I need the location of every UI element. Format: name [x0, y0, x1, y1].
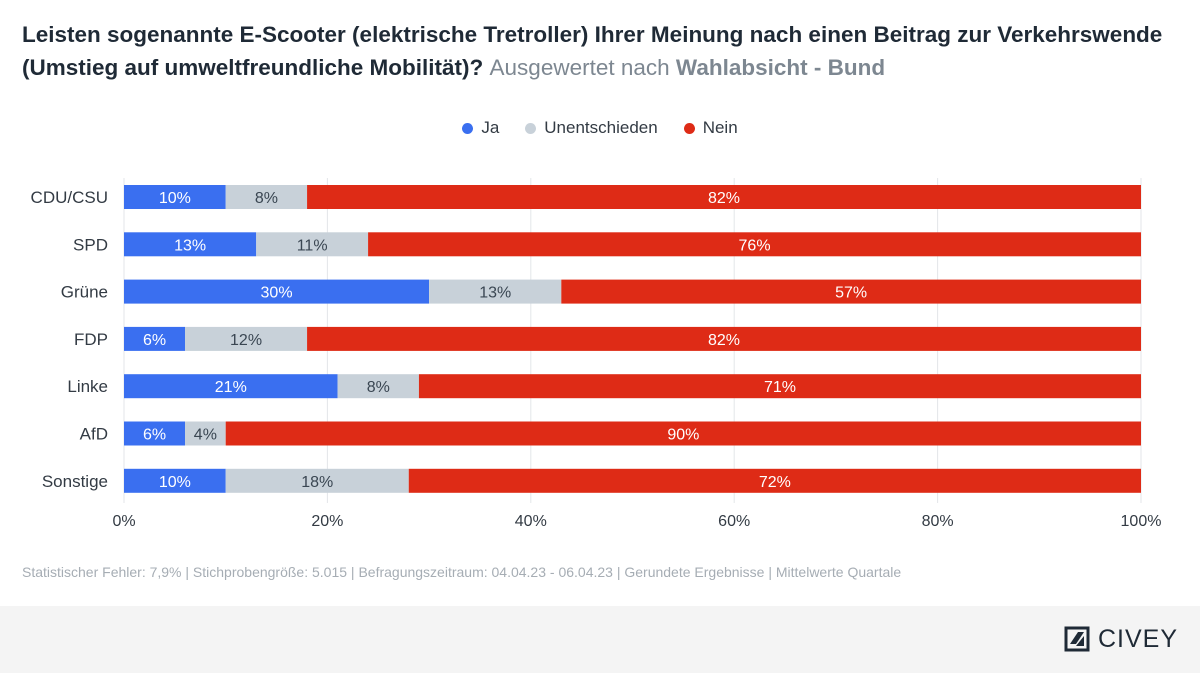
- legend-item-unentschieden[interactable]: Unentschieden: [525, 118, 658, 138]
- bar-nein-2: [561, 279, 1141, 304]
- footnote: Statistischer Fehler: 7,9% | Stichproben…: [22, 564, 902, 580]
- data-label: 11%: [297, 237, 328, 254]
- category-label: AfD: [80, 425, 108, 444]
- bar-nein-3: [307, 326, 1141, 351]
- x-tick-label: 60%: [718, 513, 750, 530]
- data-label: 57%: [835, 285, 867, 302]
- bar-unentschieden-5: [185, 421, 226, 446]
- legend-label-ja: Ja: [481, 118, 500, 137]
- data-label: 6%: [143, 427, 166, 444]
- legend-item-ja[interactable]: Ja: [462, 118, 499, 138]
- data-label: 13%: [479, 285, 511, 302]
- x-tick-label: 0%: [112, 513, 135, 530]
- legend-dot-nein: [683, 122, 695, 134]
- data-label: 8%: [255, 190, 278, 207]
- data-label: 13%: [174, 237, 206, 254]
- bar-nein-0: [307, 185, 1141, 209]
- data-label: 8%: [367, 379, 390, 396]
- data-label: 82%: [708, 190, 740, 207]
- data-label: 21%: [215, 379, 247, 396]
- bar-nein-4: [418, 374, 1141, 399]
- bar-nein-5: [225, 421, 1141, 446]
- legend-item-nein[interactable]: Nein: [683, 118, 738, 138]
- bar-unentschieden-2: [429, 279, 562, 304]
- legend-dot-ja: [462, 122, 474, 134]
- data-label: 10%: [159, 474, 191, 491]
- subtitle-bold: Wahlabsicht - Bund: [675, 55, 886, 80]
- legend-label-unentschieden: Unentschieden: [544, 118, 658, 137]
- bar-ja-0: [124, 185, 226, 209]
- legend: Ja Unentschieden Nein: [0, 118, 1200, 138]
- bar-ja-2: [124, 279, 430, 304]
- data-label: 72%: [759, 474, 791, 491]
- category-label: CDU/CSU: [31, 188, 108, 207]
- title-subtitle: Ausgewertet nach Wahlabsicht - Bund: [490, 55, 886, 80]
- bar-unentschieden-1: [256, 232, 369, 257]
- title-main: Leisten sogenannte E-Scooter (elektrisch…: [22, 22, 1163, 80]
- category-label: Grüne: [61, 283, 108, 302]
- data-label: 71%: [764, 379, 796, 396]
- bar-ja-6: [124, 468, 226, 493]
- category-label: Sonstige: [42, 472, 108, 491]
- brand-name: CIVEY: [1097, 624, 1178, 653]
- category-label: SPD: [73, 235, 108, 254]
- bar-unentschieden-4: [337, 374, 419, 399]
- chart-title: Leisten sogenannte E-Scooter (elektrisch…: [22, 18, 1182, 84]
- legend-dot-unentschieden: [525, 122, 537, 134]
- data-label: 82%: [708, 332, 740, 349]
- legend-label-nein: Nein: [702, 118, 738, 137]
- footer-bar: CIVEY: [0, 606, 1200, 673]
- data-label: 6%: [143, 332, 166, 349]
- x-tick-label: 20%: [311, 513, 343, 530]
- subtitle-prefix: Ausgewertet nach: [489, 55, 670, 80]
- data-label: 76%: [739, 237, 771, 254]
- x-tick-label: 80%: [922, 513, 954, 530]
- bar-ja-1: [124, 232, 257, 257]
- bar-nein-1: [368, 232, 1142, 257]
- bar-unentschieden-3: [185, 326, 308, 351]
- bar-ja-3: [124, 326, 186, 351]
- data-label: 90%: [667, 427, 699, 444]
- bar-unentschieden-6: [225, 468, 409, 493]
- bar-nein-6: [408, 468, 1141, 493]
- x-tick-label: 40%: [515, 513, 547, 530]
- data-label: 30%: [261, 285, 293, 302]
- bar-ja-5: [124, 421, 186, 446]
- category-label: Linke: [67, 377, 108, 396]
- data-label: 4%: [194, 427, 217, 444]
- data-label: 12%: [230, 332, 262, 349]
- bar-ja-4: [124, 374, 338, 399]
- stacked-bar-chart: CDU/CSU 10% 8% 82% SPD 13% 11% 76% Grüne 30% 13% 57…: [31, 178, 1162, 530]
- civey-logo-icon: [1064, 626, 1090, 652]
- category-label: FDP: [74, 330, 108, 349]
- data-label: 18%: [301, 474, 333, 491]
- data-label: 10%: [159, 190, 191, 207]
- bar-unentschieden-0: [225, 185, 308, 209]
- x-tick-label: 100%: [1121, 513, 1162, 530]
- brand[interactable]: CIVEY: [1062, 624, 1178, 654]
